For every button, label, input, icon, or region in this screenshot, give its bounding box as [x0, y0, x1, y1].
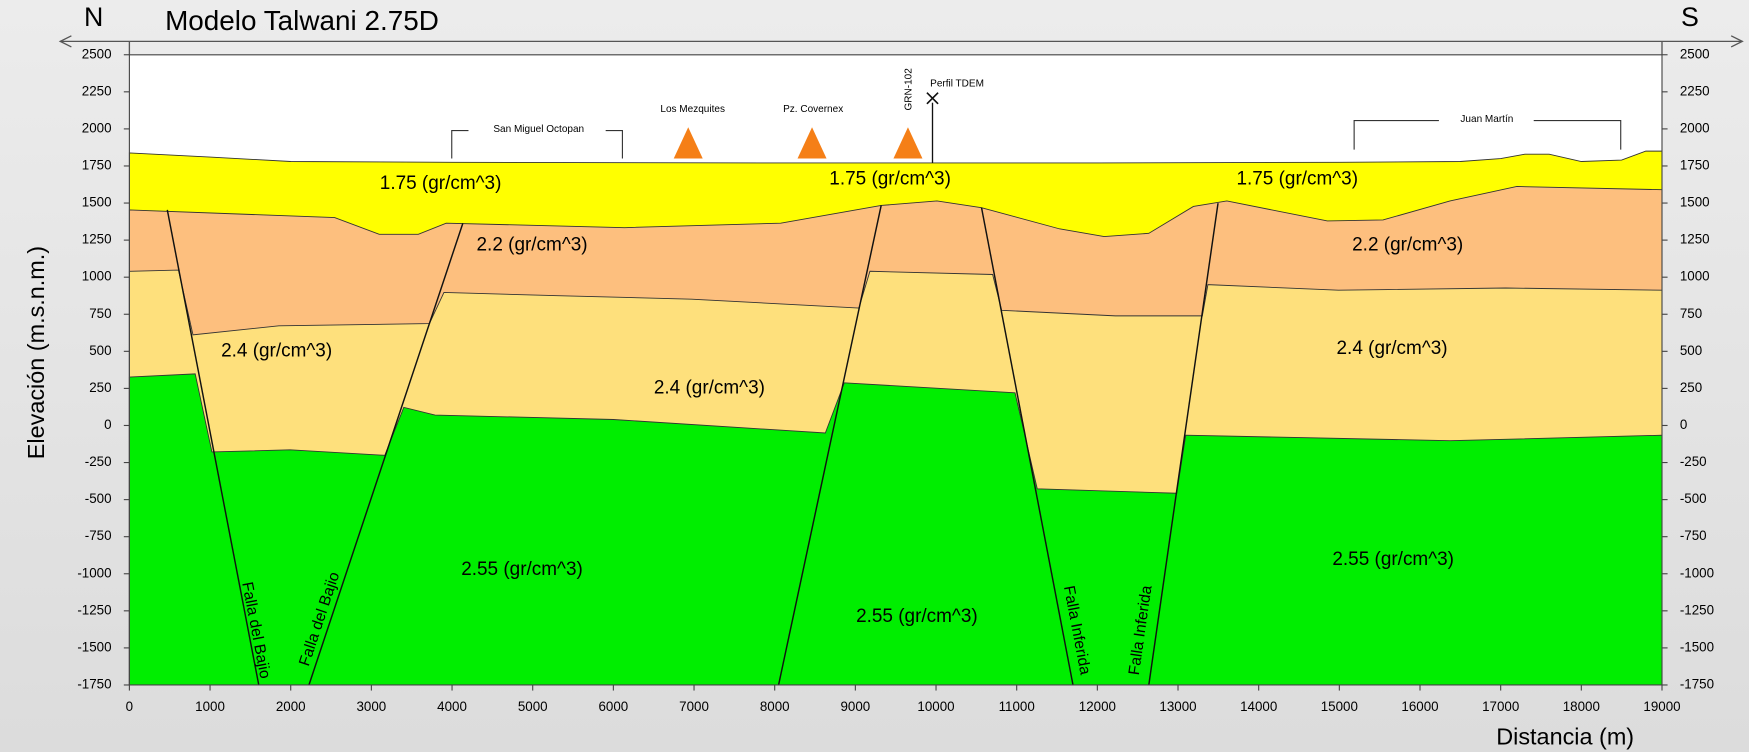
x-tick-label: 16000	[1401, 699, 1438, 714]
chart-title: Modelo Talwani 2.75D	[165, 5, 439, 36]
layer-label: 2.55 (gr/cm^3)	[461, 559, 583, 580]
orientation-arrow	[60, 36, 1742, 55]
y2-tick-label: 1000	[1680, 269, 1710, 284]
layer-label: 2.55 (gr/cm^3)	[1332, 549, 1454, 570]
y2-tick-label: 750	[1680, 306, 1702, 321]
x-tick-label: 6000	[598, 699, 628, 714]
x-tick-label: 7000	[679, 699, 709, 714]
y-tick-label: -500	[85, 491, 112, 506]
site-label: GRN-102	[904, 68, 915, 111]
y2-tick-label: 2250	[1680, 83, 1710, 98]
y-tick-label: 1000	[82, 269, 112, 284]
layer-label: 1.75 (gr/cm^3)	[829, 169, 951, 190]
y2-tick-label: 250	[1680, 380, 1702, 395]
chart: Modelo Talwani 2.75D N S Distancia (m) E…	[0, 0, 1749, 752]
site-label: Juan Martín	[1460, 114, 1513, 125]
x-tick-label: 13000	[1159, 699, 1196, 714]
y2-tick-label: 1500	[1680, 195, 1710, 210]
y-tick-label: 2500	[82, 46, 112, 61]
y2-tick-label: 2500	[1680, 46, 1710, 61]
layer-label: 2.2 (gr/cm^3)	[477, 235, 588, 256]
site-label: Pz. Covernex	[783, 104, 843, 115]
x-tick-label: 4000	[437, 699, 467, 714]
south-label: S	[1681, 2, 1699, 32]
x-tick-label: 3000	[356, 699, 386, 714]
y-tick-label: -1750	[77, 677, 111, 692]
x-tick-label: 17000	[1482, 699, 1519, 714]
page: Modelo Talwani 2.75D N S Distancia (m) E…	[0, 0, 1749, 752]
y-tick-label: 1500	[82, 195, 112, 210]
x-tick-label: 18000	[1563, 699, 1600, 714]
y-tick-label: 500	[89, 343, 111, 358]
layer-label: 2.4 (gr/cm^3)	[654, 377, 765, 398]
y-tick-label: -1000	[77, 565, 111, 580]
y2-tick-label: 2000	[1680, 120, 1710, 135]
y2-tick-label: -1000	[1680, 565, 1714, 580]
y-tick-label: 750	[89, 306, 111, 321]
x-tick-label: 1000	[195, 699, 225, 714]
y-tick-label: -250	[85, 454, 112, 469]
layer-label: 2.4 (gr/cm^3)	[221, 340, 332, 361]
x-tick-label: 5000	[518, 699, 548, 714]
x-tick-label: 15000	[1321, 699, 1358, 714]
y2-tick-label: -250	[1680, 454, 1707, 469]
x-tick-label: 19000	[1643, 699, 1680, 714]
y2-tick-label: 500	[1680, 343, 1702, 358]
y-tick-label: -1250	[77, 602, 111, 617]
x-tick-label: 9000	[840, 699, 870, 714]
y2-tick-label: 1250	[1680, 232, 1710, 247]
y2-tick-label: 0	[1680, 417, 1687, 432]
y-tick-label: 2250	[82, 83, 112, 98]
site-label: Los Mezquites	[660, 104, 725, 115]
x-tick-label: 12000	[1079, 699, 1116, 714]
y2-tick-label: -1750	[1680, 677, 1714, 692]
y-tick-label: -750	[85, 528, 112, 543]
y2-tick-label: 1750	[1680, 158, 1710, 173]
y-tick-label: 0	[104, 417, 111, 432]
site-label: San Miguel Octopan	[493, 124, 584, 135]
layer-label: 2.55 (gr/cm^3)	[856, 606, 978, 627]
site-label: Perfil TDEM	[930, 78, 984, 89]
layer-label: 2.4 (gr/cm^3)	[1337, 338, 1448, 359]
layer-label: 1.75 (gr/cm^3)	[380, 173, 502, 194]
y2-tick-label: -1250	[1680, 602, 1714, 617]
x-tick-label: 8000	[760, 699, 790, 714]
y2-tick-label: -1500	[1680, 639, 1714, 654]
y-tick-label: 1750	[82, 158, 112, 173]
y-axis-label: Elevación (m.s.n.m.)	[23, 246, 49, 459]
layer-label: 1.75 (gr/cm^3)	[1236, 169, 1358, 190]
x-tick-label: 14000	[1240, 699, 1277, 714]
y-tick-label: 2000	[82, 120, 112, 135]
x-tick-label: 0	[126, 699, 133, 714]
y-tick-label: 250	[89, 380, 111, 395]
north-label: N	[84, 2, 103, 32]
y-tick-label: 1250	[82, 232, 112, 247]
x-tick-label: 2000	[276, 699, 306, 714]
y2-tick-label: -500	[1680, 491, 1707, 506]
x-tick-label: 11000	[999, 699, 1035, 714]
x-tick-label: 10000	[917, 699, 954, 714]
y-tick-label: -1500	[77, 639, 111, 654]
x-axis-label: Distancia (m)	[1496, 724, 1634, 750]
layer-label: 2.2 (gr/cm^3)	[1352, 235, 1463, 256]
y2-tick-label: -750	[1680, 528, 1707, 543]
